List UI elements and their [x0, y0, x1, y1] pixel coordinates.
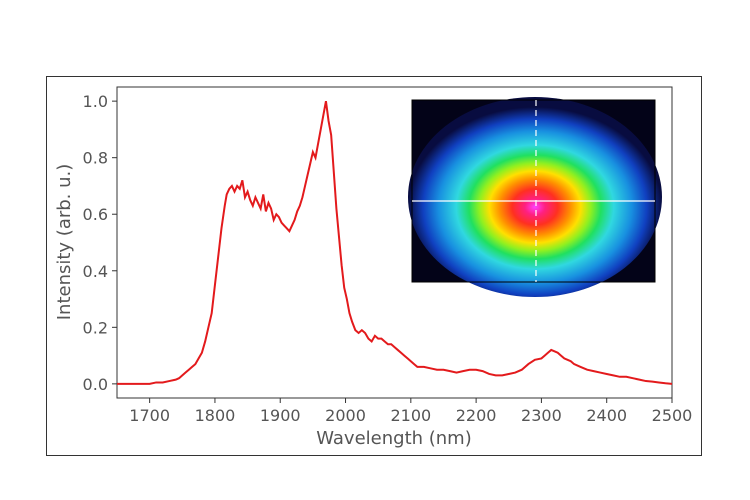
x-tick-label: 1800 — [195, 406, 236, 425]
x-tick-label: 2200 — [456, 406, 497, 425]
x-tick-label: 2500 — [652, 406, 693, 425]
y-axis-label: Intensity (arb. u.) — [54, 164, 75, 321]
y-tick-label: 0.4 — [83, 262, 108, 281]
y-tick-label: 0.6 — [83, 205, 108, 224]
x-tick-label: 2300 — [521, 406, 562, 425]
axis-ticks: 1700 1800 1900 2000 2100 2200 2300 2400 2500 0.0 0… — [83, 92, 693, 425]
y-tick-label: 0.8 — [83, 149, 108, 168]
x-tick-label: 2000 — [325, 406, 366, 425]
y-tick-label: 0.2 — [83, 318, 108, 337]
x-tick-label: 1900 — [260, 406, 301, 425]
y-tick-label: 1.0 — [83, 92, 108, 111]
x-tick-label: 2400 — [586, 406, 627, 425]
x-axis-label: Wavelength (nm) — [316, 428, 472, 449]
intensity-series-line — [117, 100, 672, 385]
beam-profile-inset — [408, 97, 662, 297]
figure-frame — [46, 76, 702, 456]
y-tick-label: 0.0 — [83, 375, 108, 394]
x-tick-label: 1700 — [129, 406, 170, 425]
x-tick-label: 2100 — [390, 406, 431, 425]
